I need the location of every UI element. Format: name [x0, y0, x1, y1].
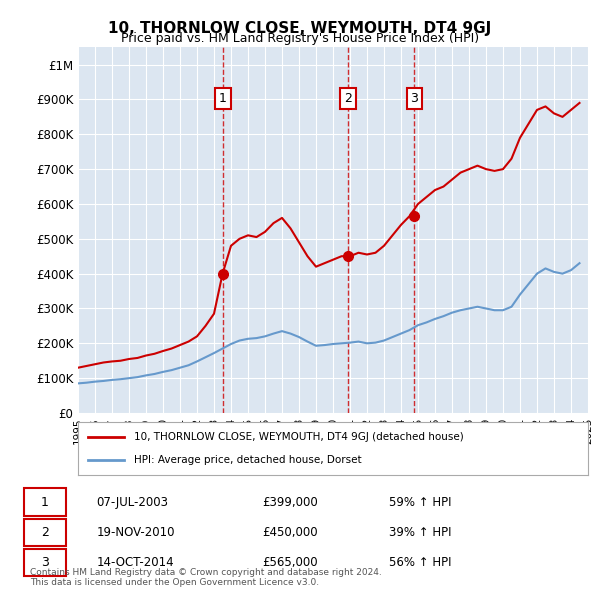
Text: 39% ↑ HPI: 39% ↑ HPI — [389, 526, 451, 539]
Text: 3: 3 — [41, 556, 49, 569]
Text: 14-OCT-2014: 14-OCT-2014 — [96, 556, 174, 569]
Text: 10, THORNLOW CLOSE, WEYMOUTH, DT4 9GJ: 10, THORNLOW CLOSE, WEYMOUTH, DT4 9GJ — [109, 21, 491, 35]
Text: 3: 3 — [410, 92, 418, 105]
FancyBboxPatch shape — [25, 489, 66, 516]
FancyBboxPatch shape — [25, 519, 66, 546]
Text: 2: 2 — [344, 92, 352, 105]
Text: 10, THORNLOW CLOSE, WEYMOUTH, DT4 9GJ (detached house): 10, THORNLOW CLOSE, WEYMOUTH, DT4 9GJ (d… — [134, 432, 464, 442]
FancyBboxPatch shape — [25, 549, 66, 576]
Text: Price paid vs. HM Land Registry's House Price Index (HPI): Price paid vs. HM Land Registry's House … — [121, 32, 479, 45]
Text: Contains HM Land Registry data © Crown copyright and database right 2024.
This d: Contains HM Land Registry data © Crown c… — [30, 568, 382, 587]
Text: 07-JUL-2003: 07-JUL-2003 — [96, 496, 168, 509]
Text: 19-NOV-2010: 19-NOV-2010 — [96, 526, 175, 539]
Text: 2: 2 — [41, 526, 49, 539]
Text: 1: 1 — [41, 496, 49, 509]
Text: £565,000: £565,000 — [262, 556, 317, 569]
Text: 56% ↑ HPI: 56% ↑ HPI — [389, 556, 451, 569]
Text: £450,000: £450,000 — [262, 526, 317, 539]
Text: 1: 1 — [219, 92, 227, 105]
Text: 59% ↑ HPI: 59% ↑ HPI — [389, 496, 451, 509]
Text: £399,000: £399,000 — [262, 496, 317, 509]
Text: HPI: Average price, detached house, Dorset: HPI: Average price, detached house, Dors… — [134, 455, 362, 465]
